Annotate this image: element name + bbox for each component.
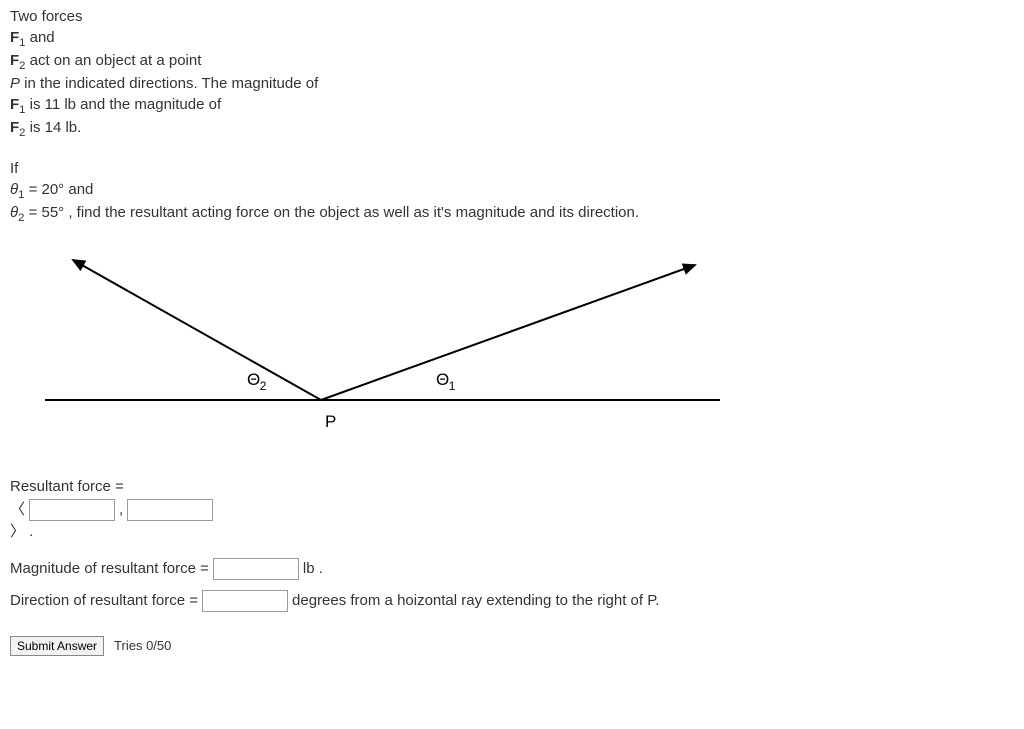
intro-l3: act on an object at a point (25, 52, 201, 69)
bracket-open: 〈 (10, 501, 25, 520)
direction-row: Direction of resultant force = degrees f… (10, 590, 1014, 612)
intro-line-2: F1 and (10, 29, 1014, 50)
resultant-x-input[interactable] (29, 499, 115, 521)
intro-and: and (25, 29, 54, 46)
magnitude-label: Magnitude of resultant force = (10, 560, 209, 579)
force-svg: Θ2Θ1P (10, 245, 730, 455)
svg-text:Θ: Θ (436, 370, 449, 389)
sym-f2b: F (10, 119, 19, 136)
intro-mag2: is 14 lb. (25, 119, 81, 136)
intro-line-1: Two forces (10, 8, 1014, 27)
resultant-y-input[interactable] (127, 499, 213, 521)
sym-theta1: θ (10, 181, 18, 198)
intro-line-4: P in the indicated directions. The magni… (10, 75, 1014, 94)
cond-if: If (10, 160, 1014, 179)
svg-text:1: 1 (449, 379, 456, 393)
sym-f1: F (10, 29, 19, 46)
intro-line-6: F2 is 14 lb. (10, 119, 1014, 140)
intro-line-3: F2 act on an object at a point (10, 52, 1014, 73)
bracket-close: 〉 . (10, 523, 1014, 542)
cond-t2: θ2 = 55° , find the resultant acting for… (10, 204, 1014, 225)
sym-p: P (10, 75, 20, 92)
sym-theta2: θ (10, 204, 18, 221)
magnitude-input[interactable] (213, 558, 299, 580)
intro-mag1: is 11 lb and the magnitude of (25, 96, 221, 113)
magnitude-row: Magnitude of resultant force = lb . (10, 558, 1014, 580)
cond-t2-rest: = 55° , find the resultant acting force … (24, 204, 639, 221)
submit-row: Submit Answer Tries 0/50 (10, 636, 1014, 656)
svg-text:2: 2 (260, 379, 267, 393)
direction-after: degrees from a hoizontal ray extending t… (292, 592, 659, 611)
intro-line-5: F1 is 11 lb and the magnitude of (10, 96, 1014, 117)
svg-text:Θ: Θ (247, 370, 260, 389)
magnitude-unit: lb . (303, 560, 323, 579)
tries-label: Tries 0/50 (114, 638, 171, 654)
force-diagram: Θ2Θ1P (10, 245, 1014, 461)
cond-t1: θ1 = 20° and (10, 181, 1014, 202)
resultant-label: Resultant force = (10, 478, 1014, 497)
resultant-comma: , (119, 501, 123, 520)
direction-input[interactable] (202, 590, 288, 612)
sym-f2: F (10, 52, 19, 69)
intro-l4: in the indicated directions. The magnitu… (20, 75, 318, 92)
sym-f1b: F (10, 96, 19, 113)
resultant-vector-row: 〈 , (10, 499, 1014, 521)
svg-text:P: P (325, 412, 336, 431)
direction-label: Direction of resultant force = (10, 592, 198, 611)
cond-t1-rest: = 20° and (24, 181, 93, 198)
submit-button[interactable]: Submit Answer (10, 636, 104, 656)
